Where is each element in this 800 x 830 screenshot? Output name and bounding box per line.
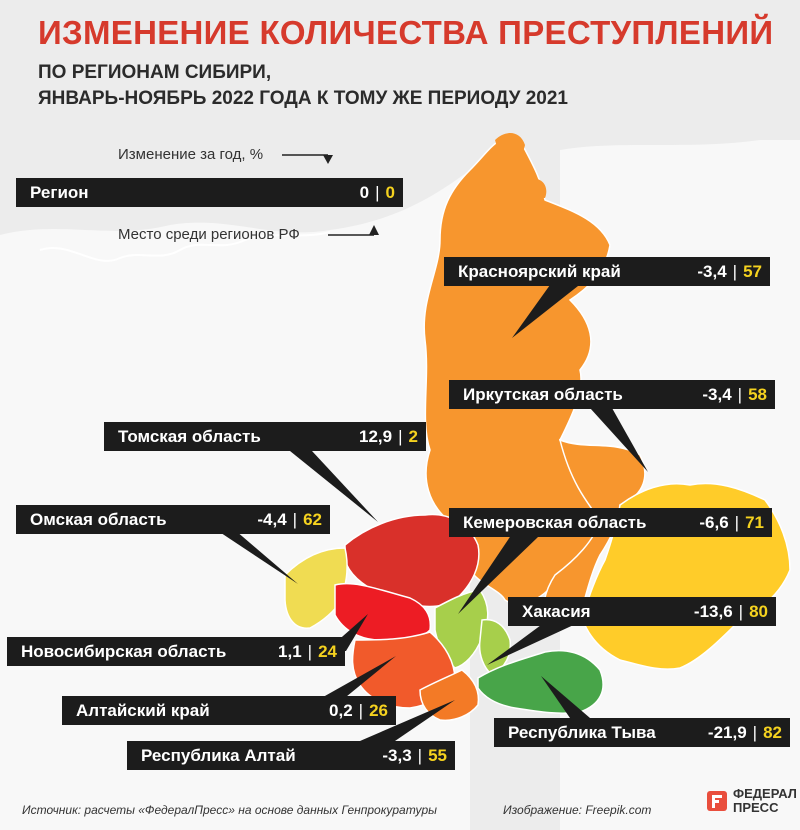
region-separator: | [307,641,313,661]
logo-mark-icon [707,791,727,811]
subtitle-line-1: ПО РЕГИОНАМ СИБИРИ, [38,62,272,83]
region-change: -4,4 [257,509,287,529]
region-label: Омская область -4,4 | 62 [16,505,330,534]
region-label: Хакасия -13,6 | 80 [508,597,776,626]
region-change: -21,9 [707,722,747,742]
region-separator: | [398,426,403,446]
legend-sample-name: Регион [30,182,89,202]
region-rank: 2 [408,426,418,446]
region-change: -3,4 [697,261,727,281]
region-separator: | [417,745,423,765]
region-rank: 71 [745,512,764,532]
arrow-down-icon [282,154,333,164]
region-change: 1,1 [278,641,302,661]
legend-change-label: Изменение за год, % [118,146,264,163]
region-label: Республика Тыва -21,9 | 82 [494,718,790,747]
region-name: Новосибирская область [21,641,227,661]
region-rank: 57 [743,261,762,281]
region-rank: 58 [748,384,767,404]
region-name: Республика Тыва [508,722,656,742]
region-label: Новосибирская область 1,1 | 24 [7,637,345,666]
region-label: Иркутская область -3,4 | 58 [449,380,775,409]
region-change: 0,2 [329,700,353,720]
region-label: Алтайский край 0,2 | 26 [62,696,396,725]
region-separator: | [358,700,364,720]
region-separator: | [752,722,758,742]
arctic-islands [495,133,547,198]
label-pointer-3 [290,451,378,522]
region-separator: | [734,512,740,532]
label-pointer-9 [541,676,590,718]
label-pointer-1 [512,271,578,338]
region-name: Омская область [30,509,167,529]
region-name: Республика Алтай [141,745,296,765]
region-rank: 62 [303,509,322,529]
region-separator: | [738,601,744,621]
label-pointer-4 [200,519,298,584]
region-name: Томская область [118,426,261,446]
region-change: 12,9 [359,426,393,446]
region-name: Алтайский край [76,700,210,720]
region-change: -6,6 [699,512,729,532]
region-separator: | [732,261,738,281]
legend-sample-change: 0 [359,182,370,202]
region-label: Республика Алтай -3,3 | 55 [127,741,455,770]
region-name: Красноярский край [458,261,621,281]
label-pointer-2 [590,408,648,472]
label-pointer-10 [360,700,455,741]
logo-line-1: ФЕДЕРАЛ [733,786,797,801]
legend-sample-rank: 0 [385,182,395,202]
region-rank: 80 [749,601,768,621]
label-pointer-5 [458,522,538,614]
region-change: -3,4 [702,384,732,404]
region-separator: | [737,384,743,404]
region-change: -13,6 [693,601,733,621]
legend-separator: | [375,182,380,202]
legend-rank-label: Место среди регионов РФ [118,226,300,243]
arrow-up-icon [328,225,379,236]
region-label: Томская область 12,9 | 2 [104,422,426,451]
legend-sample-label: Регион 0 | 0 [16,178,403,207]
region-label: Красноярский край -3,4 | 57 [444,257,770,286]
region-shape-9 [477,649,604,714]
federalpress-logo: ФЕДЕРАЛ ПРЕСС [705,787,797,815]
region-rank: 26 [369,700,388,720]
region-name: Кемеровская область [463,512,647,532]
region-label: Кемеровская область -6,6 | 71 [449,508,772,537]
page-title: ИЗМЕНЕНИЕ КОЛИЧЕСТВА ПРЕСТУПЛЕНИЙ [38,14,774,51]
region-rank: 82 [763,722,782,742]
image-credit: Изображение: Freepik.com [503,803,652,817]
region-name: Хакасия [522,601,591,621]
region-shape-6 [478,618,512,676]
region-name: Иркутская область [463,384,623,404]
region-separator: | [292,509,298,529]
source-note: Источник: расчеты «ФедералПресс» на осно… [22,803,437,817]
logo-line-2: ПРЕСС [733,800,779,815]
subtitle-line-2: ЯНВАРЬ-НОЯБРЬ 2022 ГОДА К ТОМУ ЖЕ ПЕРИОД… [38,88,568,109]
region-rank: 24 [318,641,337,661]
region-rank: 55 [428,745,447,765]
region-change: -3,3 [382,745,412,765]
